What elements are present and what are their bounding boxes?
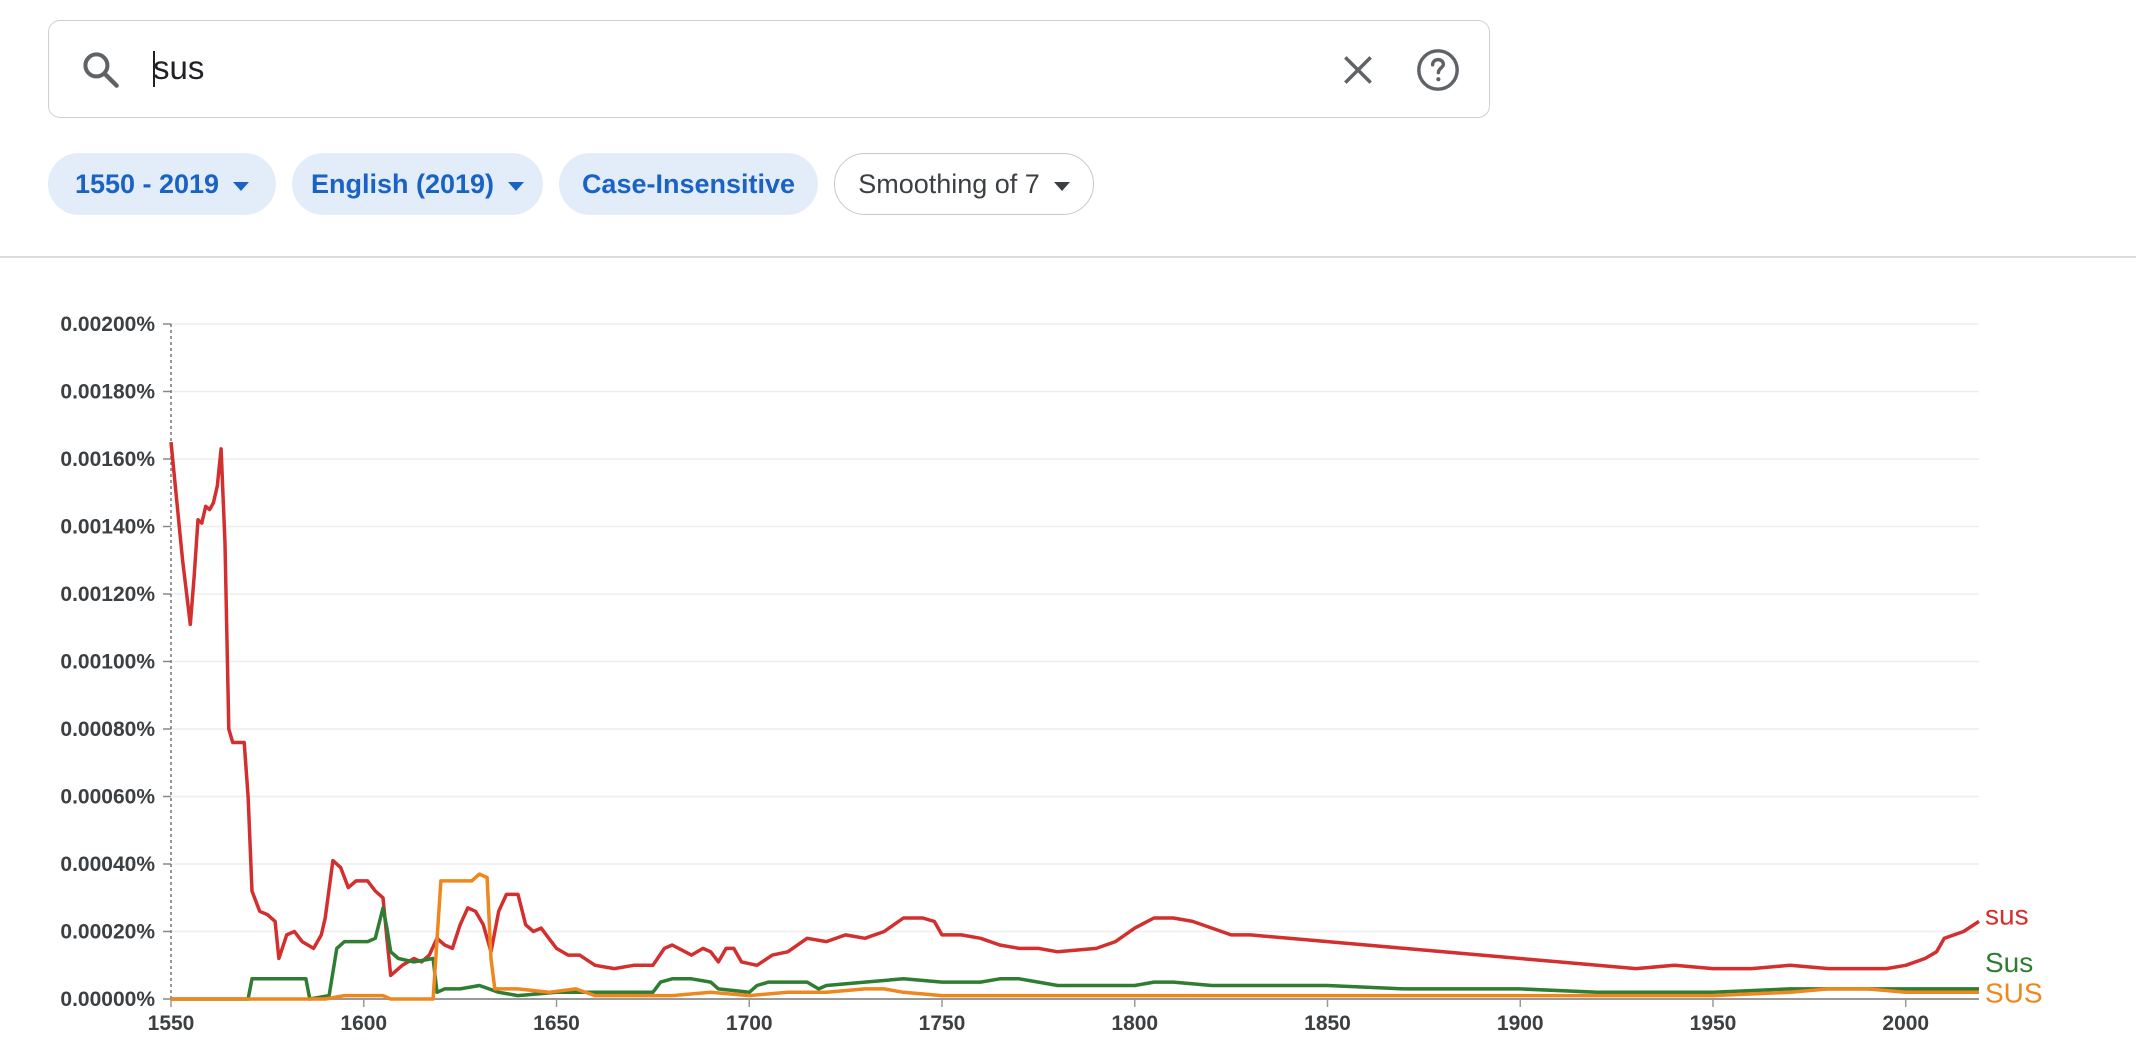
y-tick-label: 0.00160%	[60, 448, 155, 471]
year-range-chip[interactable]: 1550 - 2019	[48, 153, 276, 215]
ngram-line-chart: 0.00000% 0.00020% 0.00040% 0.00060% 0.00080%…	[60, 313, 2043, 1035]
help-circle-icon[interactable]	[1415, 47, 1461, 93]
case-insensitive-chip[interactable]: Case-Insensitive	[559, 153, 818, 215]
divider	[0, 256, 2136, 258]
series-line-sus-lower	[169, 441, 1980, 978]
text-caret	[153, 51, 155, 87]
corpus-chip[interactable]: English (2019)	[292, 153, 543, 215]
x-tick-label: 2000	[1882, 1012, 1929, 1035]
x-tick-label: 1600	[340, 1012, 387, 1035]
series-label: sus	[1985, 900, 2029, 931]
x-tick-label: 1800	[1111, 1012, 1158, 1035]
x-tick-label: 1900	[1497, 1012, 1544, 1035]
x-tick-label: 1700	[726, 1012, 773, 1035]
y-tick-label: 0.00100%	[60, 651, 155, 674]
triangle-down-icon	[508, 181, 525, 191]
triangle-down-icon	[1053, 181, 1070, 191]
y-tick-label: 0.00180%	[60, 381, 155, 404]
y-tick-label: 0.00060%	[60, 786, 155, 809]
search-box[interactable]: sus	[48, 20, 1490, 118]
close-icon[interactable]	[1339, 51, 1377, 89]
corpus-label: English (2019)	[310, 168, 495, 199]
search-input[interactable]: sus	[153, 49, 205, 86]
x-tick-label: 1950	[1690, 1012, 1737, 1035]
y-tick-label: 0.00000%	[60, 988, 155, 1011]
smoothing-chip[interactable]: Smoothing of 7	[834, 153, 1094, 215]
y-tick-label: 0.00140%	[60, 516, 155, 539]
series-line-sus-upper	[171, 872, 1979, 1001]
x-tick-label: 1550	[148, 1012, 195, 1035]
y-tick-label: 0.00040%	[60, 853, 155, 876]
case-label: Case-Insensitive	[581, 168, 796, 199]
y-tick-label: 0.00120%	[60, 583, 155, 606]
y-tick-label: 0.00080%	[60, 718, 155, 741]
search-icon	[83, 52, 119, 88]
triangle-down-icon	[233, 181, 250, 191]
y-tick-label: 0.00020%	[60, 921, 155, 944]
smoothing-label: Smoothing of 7	[858, 168, 1040, 199]
year-range-label: 1550 - 2019	[74, 168, 220, 199]
x-tick-label: 1650	[533, 1012, 580, 1035]
x-tick-label: 1750	[919, 1012, 966, 1035]
series-line-sus-title	[171, 906, 1979, 1001]
series-label: Sus	[1985, 947, 2033, 978]
y-tick-label: 0.00200%	[60, 313, 155, 336]
x-tick-label: 1850	[1304, 1012, 1351, 1035]
series-label: SUS	[1985, 977, 2043, 1008]
